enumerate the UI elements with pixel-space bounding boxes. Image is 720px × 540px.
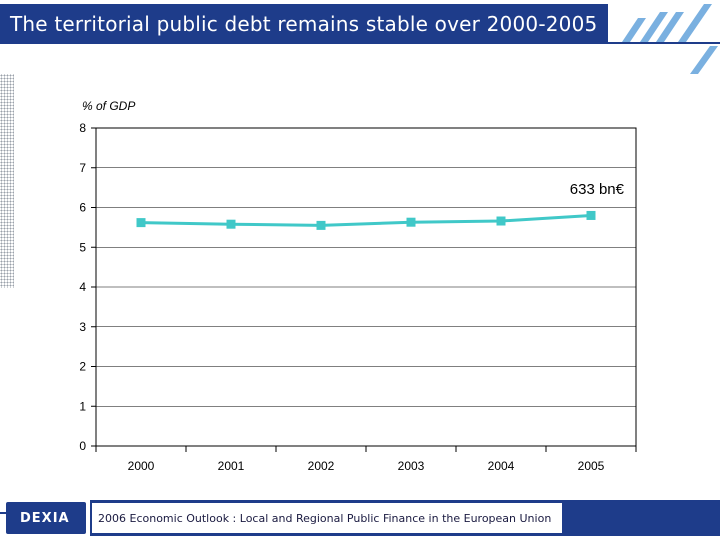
x-tick-label: 2002 xyxy=(308,459,335,473)
logo-accent xyxy=(0,512,6,514)
x-tick-label: 2005 xyxy=(578,459,605,473)
y-tick-label: 8 xyxy=(79,121,86,135)
y-tick-label: 0 xyxy=(79,439,86,453)
data-point-2005 xyxy=(586,210,596,220)
x-axis-ticks: 2000 2001 2002 2003 2004 2005 xyxy=(95,446,637,473)
data-point-2002 xyxy=(316,220,326,230)
dexia-logo: DEXIA xyxy=(6,502,86,534)
x-tick-label: 2000 xyxy=(128,459,155,473)
slide-title: The territorial public debt remains stab… xyxy=(10,12,598,36)
data-point-2004 xyxy=(496,216,506,226)
header-divider xyxy=(0,42,720,44)
y-tick-label: 7 xyxy=(79,161,86,175)
footer-panel xyxy=(92,503,562,533)
data-point-2000 xyxy=(136,218,146,228)
data-point-2001 xyxy=(226,219,236,229)
y-tick-label: 2 xyxy=(79,360,86,374)
x-tick-label: 2004 xyxy=(488,459,515,473)
y-tick-label: 1 xyxy=(79,399,86,413)
y-tick-label: 5 xyxy=(79,240,86,254)
total-annotation: 633 bn€ xyxy=(570,181,625,198)
y-axis-ticks: 0 1 2 3 4 5 6 7 8 xyxy=(79,121,96,453)
header-stripes-icon xyxy=(622,4,718,74)
logo-text: DEXIA xyxy=(20,511,70,526)
x-tick-label: 2003 xyxy=(398,459,425,473)
x-tick-label: 2001 xyxy=(218,459,245,473)
data-points xyxy=(136,210,596,230)
series-line xyxy=(140,213,592,227)
slide-header: The territorial public debt remains stab… xyxy=(0,0,720,74)
data-point-2003 xyxy=(406,217,416,227)
y-tick-label: 4 xyxy=(79,280,86,294)
chart-grid xyxy=(96,127,636,447)
footer-source: 2006 Economic Outlook : Local and Region… xyxy=(98,512,552,525)
side-dot-pattern xyxy=(0,74,14,288)
y-axis-unit-label: % of GDP xyxy=(82,99,135,113)
y-tick-label: 3 xyxy=(79,320,86,334)
y-tick-label: 6 xyxy=(79,201,86,215)
title-bar: The territorial public debt remains stab… xyxy=(0,4,608,42)
